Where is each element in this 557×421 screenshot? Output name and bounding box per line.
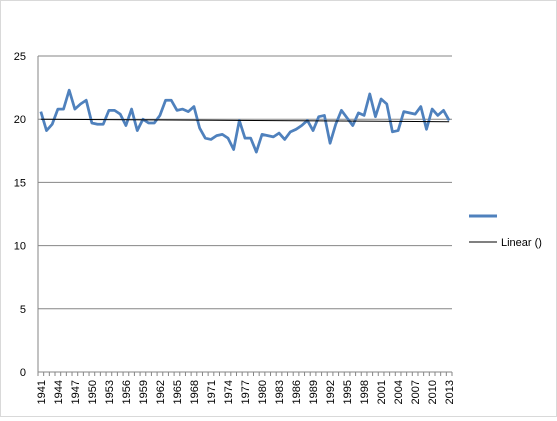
x-tick-label: 2001	[376, 380, 388, 404]
x-tick-label: 2004	[393, 380, 405, 404]
x-tick-label: 1974	[223, 380, 235, 404]
series-line	[39, 88, 451, 154]
x-tick-label: 1944	[53, 380, 65, 404]
x-tick-label: 1995	[342, 380, 354, 404]
linear-trendline	[40, 118, 450, 123]
x-tick-label: 1971	[206, 380, 218, 404]
gridlines	[38, 55, 452, 310]
x-tick-label: 1992	[325, 380, 337, 404]
x-tick-label: 1968	[189, 380, 201, 404]
y-tick-label: 10	[14, 241, 26, 253]
x-tick-label: 1980	[257, 380, 269, 404]
x-tick-label: 1956	[121, 380, 133, 404]
legend-trendline-label: Linear ()	[501, 237, 542, 249]
y-tick-label: 5	[20, 304, 26, 316]
x-tick-label: 1947	[70, 380, 82, 404]
x-tick-label: 2007	[410, 380, 422, 404]
axes	[37, 56, 453, 376]
y-tick-label: 20	[14, 114, 26, 126]
x-tick-label: 1983	[274, 380, 286, 404]
x-tick-label: 1989	[308, 380, 320, 404]
x-tick-label: 1941	[36, 380, 48, 404]
legend: Linear ()	[469, 214, 542, 249]
x-tick-label: 2013	[444, 380, 456, 404]
x-tick-label: 1953	[104, 380, 116, 404]
series-layer	[39, 88, 451, 154]
x-tick-label: 1977	[240, 380, 252, 404]
y-axis-tick-labels: 0 5 10 15 20 25	[14, 51, 26, 379]
x-tick-label: 2010	[427, 380, 439, 404]
y-tick-label: 0	[20, 367, 26, 379]
x-axis-tick-labels: 1941 1944 1947 1950 1953 1956 1959 1962 1965 1968…	[36, 380, 456, 404]
x-tick-label: 1962	[155, 380, 167, 404]
x-tick-label: 1998	[359, 380, 371, 404]
y-tick-label: 25	[14, 51, 26, 63]
x-tick-label: 1965	[172, 380, 184, 404]
x-tick-label: 1950	[87, 380, 99, 404]
x-tick-label: 1986	[291, 380, 303, 404]
x-tick-label: 1959	[138, 380, 150, 404]
y-tick-label: 15	[14, 177, 26, 189]
